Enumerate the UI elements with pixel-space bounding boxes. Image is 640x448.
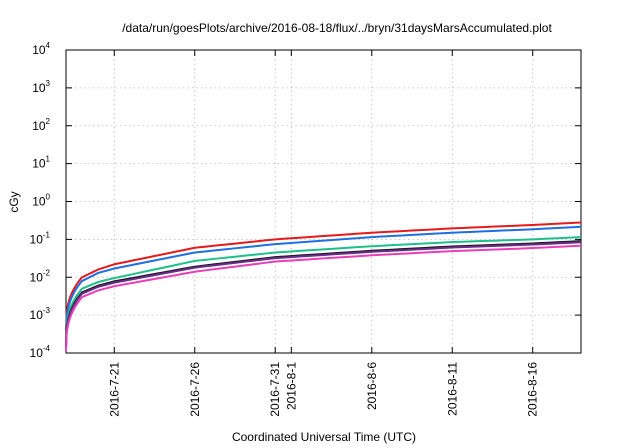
y-tick-base: 10 — [32, 195, 46, 209]
y-tick-exponent: -4 — [43, 344, 51, 353]
grid — [66, 50, 581, 353]
y-tick-exponent: -3 — [43, 306, 51, 315]
x-tick-label: 2016-8-16 — [526, 362, 540, 417]
y-tick-exponent: -1 — [43, 230, 51, 239]
y-tick-exponent: -2 — [43, 268, 51, 277]
series-line-4 — [65, 240, 582, 347]
y-tick-base: 10 — [30, 270, 44, 284]
y-tick-label: 101 — [32, 155, 50, 171]
y-tick-label: 10-3 — [30, 306, 51, 322]
x-axis-label: Coordinated Universal Time (UTC) — [232, 430, 416, 444]
x-tick-label: 2016-7-31 — [268, 362, 282, 417]
series-line-3 — [65, 236, 582, 342]
y-tick-exponent: 3 — [46, 79, 51, 88]
y-tick-label: 102 — [32, 117, 50, 133]
x-tick-label: 2016-7-26 — [188, 362, 202, 417]
y-axis-label: cGy — [7, 191, 21, 212]
y-tick-label: 103 — [32, 79, 50, 95]
y-tick-base: 10 — [32, 81, 46, 95]
y-tick-label: 10-4 — [30, 344, 51, 360]
y-tick-label: 10-2 — [30, 268, 51, 284]
y-tick-base: 10 — [30, 308, 44, 322]
y-tick-label: 100 — [32, 193, 50, 209]
x-tick-label: 2016-8-11 — [445, 362, 459, 416]
y-tick-exponent: 4 — [46, 41, 51, 50]
y-tick-base: 10 — [32, 119, 46, 133]
y-tick-exponent: 0 — [46, 193, 51, 202]
x-tick-label: 2016-8-1 — [284, 362, 298, 410]
y-tick-exponent: 1 — [46, 155, 51, 164]
y-tick-label: 10-1 — [30, 230, 51, 246]
x-axis: 2016-7-21 2016-7-26 2016-7-31 2016-8-1 2016-… — [107, 50, 540, 417]
y-tick-base: 10 — [32, 43, 46, 57]
series-line-5 — [65, 241, 582, 348]
y-tick-base: 10 — [32, 157, 46, 171]
y-tick-label: 104 — [32, 41, 50, 57]
y-tick-exponent: 2 — [46, 117, 51, 126]
series-line-6 — [65, 244, 582, 352]
y-tick-base: 10 — [30, 346, 44, 360]
series-group — [65, 221, 582, 352]
chart-title: /data/run/goesPlots/archive/2016-08-18/f… — [122, 21, 552, 35]
x-tick-label: 2016-7-21 — [107, 362, 121, 417]
series-line-1 — [65, 221, 582, 331]
x-tick-label: 2016-8-6 — [365, 362, 379, 410]
series-line-2 — [65, 225, 582, 335]
y-tick-base: 10 — [30, 232, 44, 246]
